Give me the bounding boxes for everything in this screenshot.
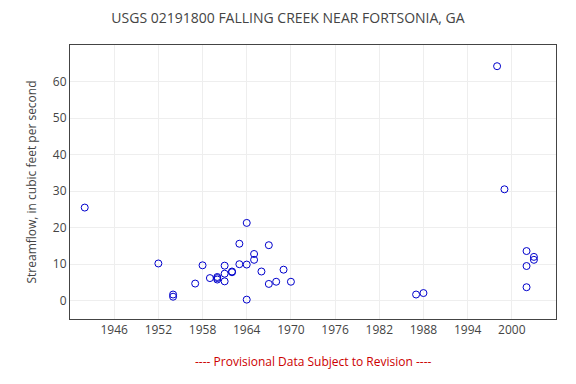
- svg-text:20: 20: [53, 219, 67, 236]
- svg-text:2000: 2000: [498, 321, 526, 338]
- svg-text:50: 50: [53, 109, 67, 126]
- svg-text:1952: 1952: [145, 321, 173, 338]
- svg-text:1994: 1994: [454, 321, 482, 338]
- svg-text:0: 0: [60, 292, 67, 309]
- svg-text:1964: 1964: [233, 321, 261, 338]
- svg-text:USGS 02191800 FALLING CREEK NE: USGS 02191800 FALLING CREEK NEAR FORTSON…: [111, 8, 464, 27]
- svg-text:Streamflow, in cubic feet per: Streamflow, in cubic feet per second: [23, 80, 40, 283]
- svg-text:1970: 1970: [277, 321, 305, 338]
- svg-text:1958: 1958: [189, 321, 217, 338]
- svg-text:40: 40: [53, 146, 67, 163]
- svg-text:1982: 1982: [366, 321, 394, 338]
- svg-text:1988: 1988: [410, 321, 438, 338]
- svg-text:30: 30: [53, 182, 67, 199]
- svg-text:1946: 1946: [100, 321, 128, 338]
- svg-text:10: 10: [53, 255, 67, 272]
- svg-text:60: 60: [53, 73, 67, 90]
- svg-text:---- Provisional Data Subject: ---- Provisional Data Subject to Revisio…: [195, 353, 432, 370]
- svg-text:1976: 1976: [321, 321, 349, 338]
